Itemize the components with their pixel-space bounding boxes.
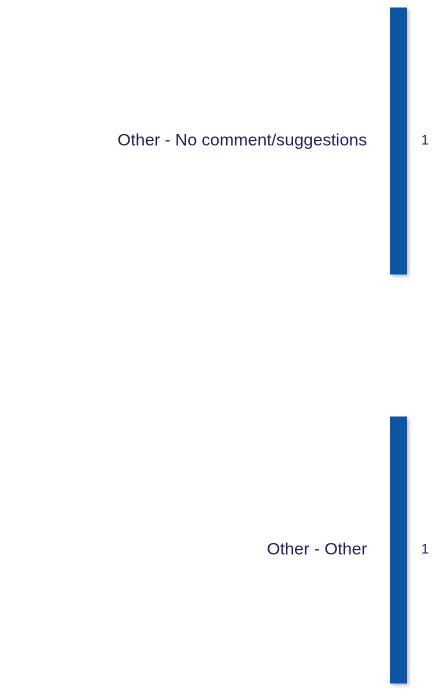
bar <box>390 7 407 275</box>
value-label: 1 <box>421 132 429 148</box>
value-label: 1 <box>421 541 429 557</box>
bar <box>390 416 407 684</box>
category-label: Other - Other <box>267 539 367 558</box>
category-label: Other - No comment/suggestions <box>118 130 367 149</box>
